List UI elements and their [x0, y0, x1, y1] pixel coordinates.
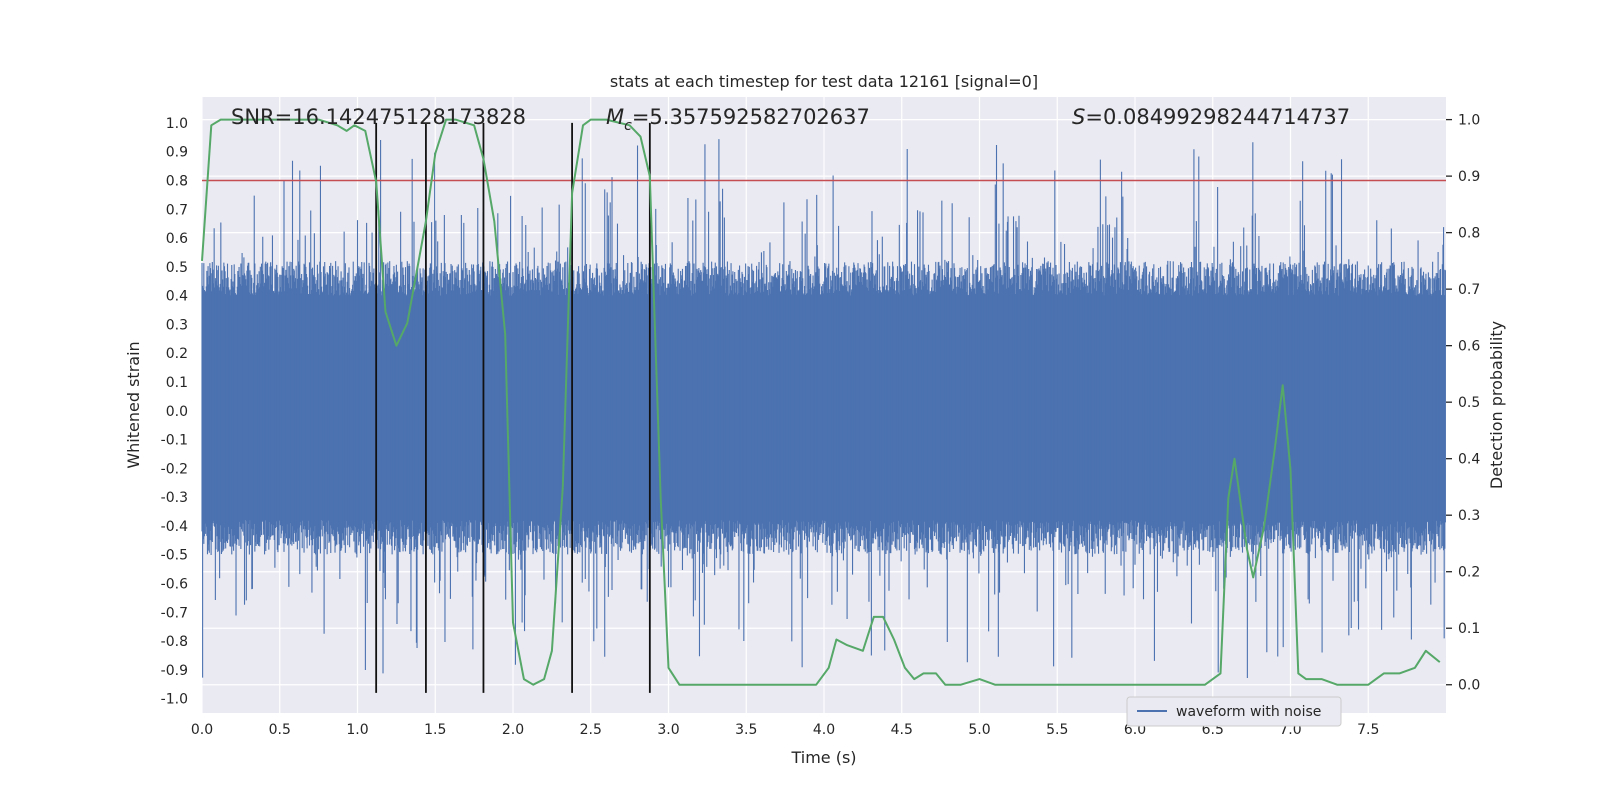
x-tick-label: 1.0 [346, 722, 368, 738]
y-tick-label: 0.9 [166, 145, 188, 161]
y-tick-label: -0.5 [161, 548, 188, 564]
y-right-tick-label: 0.3 [1458, 508, 1480, 524]
right-y-axis-ticks: 0.0 0.1 0.2 0.3 0.4 0.5 0.6 0.7 0.8 0.9 1.0 [1446, 113, 1480, 694]
y-axis-label: Whitened strain [124, 341, 143, 468]
chirp-mass-subscript: c [624, 118, 632, 134]
x-tick-label: 2.5 [580, 722, 602, 738]
x-axis-label: Time (s) [790, 748, 856, 767]
y-right-tick-label: 1.0 [1458, 113, 1480, 129]
y-right-tick-label: 0.1 [1458, 621, 1480, 637]
x-tick-label: 1.5 [424, 722, 446, 738]
probability-line [201, 118, 1441, 686]
x-tick-label: 4.5 [891, 722, 913, 738]
y-tick-label: -0.9 [161, 663, 188, 679]
y-tick-label: -0.6 [161, 576, 188, 592]
waveform-series [201, 139, 1446, 679]
y-right-tick-label: 0.6 [1458, 339, 1480, 355]
x-tick-label: 2.0 [502, 722, 524, 738]
x-tick-label: 3.5 [735, 722, 757, 738]
y-tick-label: 0.8 [166, 173, 188, 189]
y-tick-label: 0.3 [166, 317, 188, 333]
y-right-tick-label: 0.9 [1458, 169, 1480, 185]
y-tick-label: -0.8 [161, 634, 188, 650]
chirp-mass-annotation: Mc=5.357592582702637 [606, 105, 870, 134]
chirp-mass-symbol: M [606, 105, 624, 129]
y-tick-label: 0.7 [166, 202, 188, 218]
legend-label: waveform with noise [1176, 704, 1321, 720]
legend-box [1126, 696, 1342, 727]
chirp-mass-value: =5.357592582702637 [632, 105, 870, 129]
y-tick-label: 0.2 [166, 346, 188, 362]
y-right-tick-label: 0.5 [1458, 395, 1480, 411]
y-tick-label: -0.2 [161, 461, 188, 477]
x-tick-label: 7.5 [1357, 722, 1379, 738]
x-axis-ticks: 0.0 0.5 1.0 1.5 2.0 2.5 3.0 3.5 4.0 4.5 5.0 5.5 6.0 6… [191, 722, 1380, 738]
y-tick-label: 0.6 [166, 231, 188, 247]
y-tick-label: 0.5 [166, 260, 188, 276]
y-tick-label: -0.4 [161, 519, 188, 535]
x-tick-label: 4.0 [813, 722, 835, 738]
x-tick-label: 5.0 [968, 722, 990, 738]
probability-series [201, 118, 1441, 686]
x-tick-label: 3.0 [657, 722, 679, 738]
y-tick-label: -0.3 [161, 490, 188, 506]
left-y-axis-ticks: -1.0 -0.9 -0.8 -0.7 -0.6 -0.5 -0.4 -0.3 -0.2 -0.1… [161, 116, 188, 708]
y-right-tick-label: 0.8 [1458, 226, 1480, 242]
s-statistic-value: =0.08499298244714737 [1085, 105, 1350, 129]
y-axis-right-label: Detection probability [1487, 321, 1506, 489]
chart-title: stats at each timestep for test data 121… [610, 72, 1038, 91]
legend: waveform with noise [1126, 696, 1342, 727]
snr-annotation: SNR=16.142475128173828 [231, 105, 526, 129]
s-statistic-symbol: S [1072, 105, 1085, 129]
y-tick-label: 0.1 [166, 375, 188, 391]
s-statistic-annotation: S=0.08499298244714737 [1072, 105, 1350, 129]
x-tick-label: 0.0 [191, 722, 213, 738]
x-tick-label: 0.5 [269, 722, 291, 738]
y-tick-label: -0.7 [161, 605, 188, 621]
y-right-tick-label: 0.4 [1458, 452, 1480, 468]
x-tick-label: 5.5 [1046, 722, 1068, 738]
y-tick-label: 0.0 [166, 404, 188, 420]
y-tick-label: -1.0 [161, 692, 188, 708]
y-tick-label: -0.1 [161, 433, 188, 449]
y-right-tick-label: 0.2 [1458, 565, 1480, 581]
y-right-tick-label: 0.0 [1458, 678, 1480, 694]
y-tick-label: 1.0 [166, 116, 188, 132]
y-right-tick-label: 0.7 [1458, 282, 1480, 298]
y-tick-label: 0.4 [166, 289, 188, 305]
